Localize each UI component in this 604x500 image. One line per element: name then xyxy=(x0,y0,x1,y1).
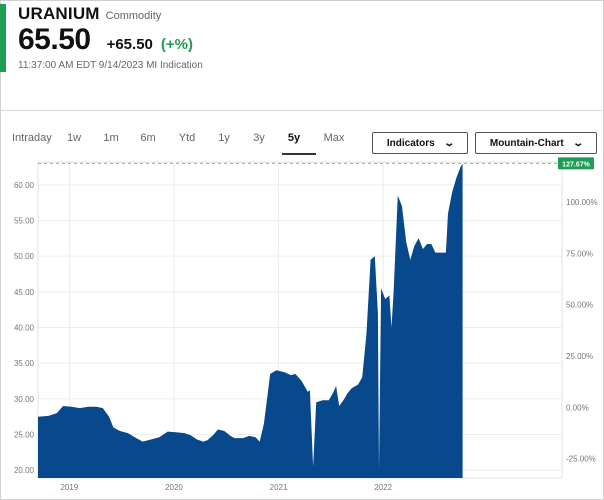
indicators-button[interactable]: Indicators ⌄ xyxy=(372,132,468,154)
quote-timestamp: 11:37:00 AM EDT 9/14/2023 xyxy=(18,60,144,71)
tab-ytd[interactable]: Ytd xyxy=(178,132,196,144)
tab-5y[interactable]: 5y xyxy=(287,132,301,144)
instrument-name: URANIUM xyxy=(18,4,100,23)
last-price: 65.50 xyxy=(18,23,91,56)
price-area xyxy=(38,163,463,478)
last-value-badge: 127.67% xyxy=(558,157,594,170)
tab-intraday[interactable]: Intraday xyxy=(12,132,52,144)
x-tick-label: 2019 xyxy=(60,483,78,492)
quote-source: MI Indication xyxy=(146,60,203,71)
tab-1y[interactable]: 1y xyxy=(218,132,230,144)
last-value-badge-label: 127.67% xyxy=(562,161,590,168)
price-change-pct: (+%) xyxy=(160,36,193,53)
x-tick-label: 2020 xyxy=(165,483,183,492)
x-axis-ticks: 2019 2020 2021 2022 xyxy=(60,483,392,492)
y-tick-label: 45.00 xyxy=(14,288,35,297)
y2-tick-label: 75.00% xyxy=(566,249,593,258)
y-tick-label: 50.00 xyxy=(14,252,35,261)
y2-tick-label: 50.00% xyxy=(566,301,593,310)
y2-tick-label: 25.00% xyxy=(566,352,593,361)
tab-1m[interactable]: 1m xyxy=(103,132,119,144)
chart-type-button[interactable]: Mountain-Chart ⌄ xyxy=(475,132,597,154)
y-tick-label: 30.00 xyxy=(14,395,35,404)
y-tick-label: 20.00 xyxy=(14,466,35,475)
y-tick-label: 60.00 xyxy=(14,181,35,190)
y2-axis-ticks: -25.00% 0.00% 25.00% 50.00% 75.00% 100.00% xyxy=(566,198,598,464)
y-axis-ticks: 20.00 25.00 30.00 35.00 40.00 45.00 50.00 55.00… xyxy=(14,181,35,475)
y-tick-label: 25.00 xyxy=(14,430,35,439)
y2-tick-label: -25.00% xyxy=(566,455,596,464)
tab-3y[interactable]: 3y xyxy=(253,132,265,144)
price-change: +65.50 xyxy=(106,36,153,53)
y-tick-label: 40.00 xyxy=(14,323,35,332)
tab-1w[interactable]: 1w xyxy=(66,132,82,144)
change-indicator-bar xyxy=(0,4,6,72)
range-tabs: Intraday 1w 1m 6m Ytd 1y 3y 5y Max xyxy=(12,132,354,144)
last-value-badge-bg xyxy=(558,157,594,170)
indicators-label: Indicators xyxy=(386,137,435,149)
x-tick-label: 2022 xyxy=(374,483,392,492)
header-divider xyxy=(0,110,602,111)
y-tick-label: 35.00 xyxy=(14,359,35,368)
x-tick-label: 2021 xyxy=(270,483,288,492)
chevron-down-icon: ⌄ xyxy=(443,137,455,149)
tab-max[interactable]: Max xyxy=(323,132,345,144)
chevron-down-icon: ⌄ xyxy=(572,137,584,149)
instrument-kind: Commodity xyxy=(105,10,162,22)
tab-6m[interactable]: 6m xyxy=(140,132,156,144)
quote-header: URANIUM Commodity 65.50 +65.50 (+%) 11:3… xyxy=(18,4,203,71)
y2-tick-label: 100.00% xyxy=(566,198,598,207)
chart-type-label: Mountain-Chart xyxy=(489,137,564,149)
y-tick-label: 55.00 xyxy=(14,216,35,225)
y2-tick-label: 0.00% xyxy=(566,403,589,412)
active-tab-underline xyxy=(282,153,316,155)
